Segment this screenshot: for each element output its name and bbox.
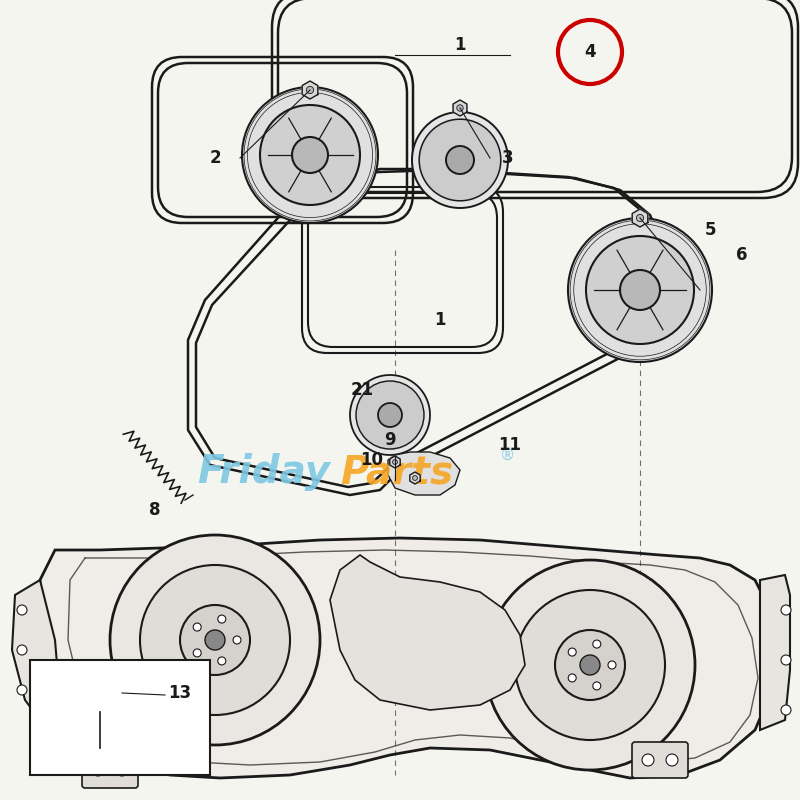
Circle shape — [419, 119, 501, 201]
Circle shape — [194, 649, 202, 657]
Text: 11: 11 — [498, 436, 522, 454]
Circle shape — [218, 657, 226, 665]
Circle shape — [218, 615, 226, 623]
Circle shape — [393, 459, 398, 464]
Circle shape — [85, 740, 115, 770]
Polygon shape — [632, 209, 648, 227]
Text: 2: 2 — [209, 149, 221, 167]
Circle shape — [194, 623, 202, 631]
Circle shape — [568, 218, 712, 362]
Circle shape — [205, 630, 225, 650]
Text: 3: 3 — [502, 149, 514, 167]
Circle shape — [233, 636, 241, 644]
Circle shape — [110, 535, 320, 745]
Text: Parts: Parts — [340, 453, 453, 491]
Polygon shape — [760, 575, 790, 730]
Circle shape — [116, 764, 128, 776]
Text: Friday: Friday — [197, 453, 330, 491]
Text: ®: ® — [500, 447, 515, 462]
Circle shape — [515, 590, 665, 740]
Circle shape — [260, 105, 360, 205]
Circle shape — [17, 685, 27, 695]
Circle shape — [180, 605, 250, 675]
Polygon shape — [390, 456, 400, 468]
Text: 1: 1 — [434, 311, 446, 329]
Circle shape — [568, 648, 576, 656]
Circle shape — [17, 605, 27, 615]
Polygon shape — [330, 555, 525, 710]
Circle shape — [378, 403, 402, 427]
Circle shape — [568, 674, 576, 682]
Circle shape — [78, 668, 122, 712]
Circle shape — [457, 105, 463, 111]
Text: 8: 8 — [150, 501, 161, 519]
Text: 1: 1 — [454, 36, 466, 54]
Circle shape — [781, 705, 791, 715]
Polygon shape — [12, 580, 60, 720]
Circle shape — [412, 112, 508, 208]
Circle shape — [413, 475, 418, 480]
Circle shape — [781, 655, 791, 665]
Circle shape — [93, 748, 107, 762]
Circle shape — [356, 381, 424, 449]
Circle shape — [620, 270, 660, 310]
Circle shape — [306, 86, 314, 94]
Circle shape — [666, 754, 678, 766]
Text: 10: 10 — [361, 451, 383, 469]
Circle shape — [446, 146, 474, 174]
Polygon shape — [302, 81, 318, 99]
Text: 4: 4 — [584, 43, 596, 61]
Circle shape — [350, 375, 430, 455]
Circle shape — [82, 737, 118, 773]
Polygon shape — [410, 472, 420, 484]
Circle shape — [637, 214, 643, 222]
FancyBboxPatch shape — [30, 660, 210, 775]
FancyBboxPatch shape — [82, 752, 138, 788]
Circle shape — [485, 560, 695, 770]
Circle shape — [17, 645, 27, 655]
FancyBboxPatch shape — [632, 742, 688, 778]
Circle shape — [292, 137, 328, 173]
Text: 13: 13 — [168, 684, 191, 702]
Circle shape — [82, 671, 118, 709]
Text: 9: 9 — [384, 431, 396, 449]
Circle shape — [140, 565, 290, 715]
Text: 21: 21 — [350, 381, 374, 399]
Circle shape — [781, 605, 791, 615]
Text: 5: 5 — [704, 221, 716, 239]
Polygon shape — [453, 100, 467, 116]
Circle shape — [580, 655, 600, 675]
Text: 6: 6 — [736, 246, 748, 264]
Circle shape — [555, 630, 625, 700]
Circle shape — [593, 682, 601, 690]
Circle shape — [92, 682, 108, 698]
Circle shape — [593, 640, 601, 648]
Circle shape — [642, 754, 654, 766]
Circle shape — [92, 764, 104, 776]
Circle shape — [242, 87, 378, 223]
Polygon shape — [388, 452, 460, 495]
Polygon shape — [40, 538, 775, 778]
Circle shape — [586, 236, 694, 344]
Circle shape — [608, 661, 616, 669]
